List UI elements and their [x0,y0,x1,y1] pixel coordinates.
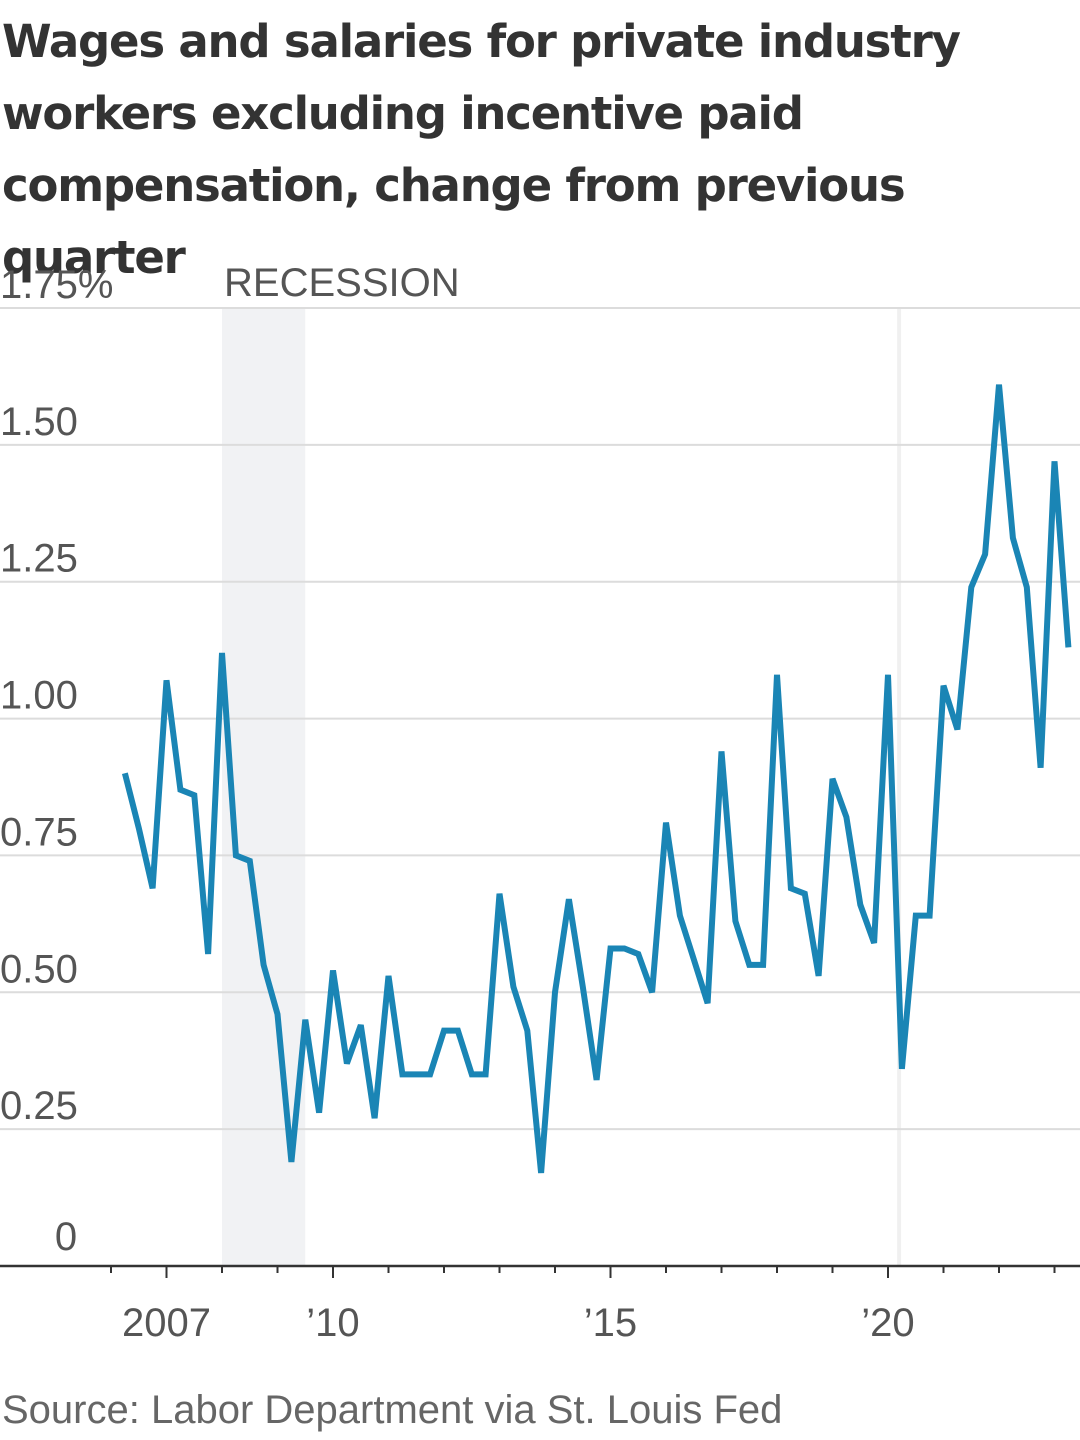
y-tick-label-4: 0.75 [0,810,78,854]
y-tick-label-3: 1.00 [0,674,78,718]
y-tick-label-7: 0 [55,1215,77,1259]
y-tick-label-2: 1.25 [0,537,78,581]
series-lines [121,384,1072,1174]
y-tick-label-6: 0.25 [0,1084,78,1128]
series-line-0 [121,384,1072,1174]
recession-band [222,308,306,1266]
x-tick-label-3: ’20 [861,1301,914,1345]
x-axis [0,1264,1080,1278]
x-tick-label-1: ’10 [306,1301,359,1345]
recession-band-layer [222,308,902,1266]
x-tick-label-0: 2007 [122,1301,211,1345]
y-tick-label-1: 1.50 [0,400,78,444]
y-tick-label-0: 1.75% [0,263,113,307]
x-tick-label-2: ’15 [584,1301,637,1345]
axis-labels: RECESSION 1.75% 1.50 1.25 1.00 0.75 0.50 0.25 0 2… [0,261,915,1345]
source-note: Source: Labor Department via St. Louis F… [2,1388,783,1432]
y-tick-label-5: 0.50 [0,947,78,991]
chart-title: Wages and salaries for private industry … [2,15,961,284]
recession-label: RECESSION [224,261,460,305]
